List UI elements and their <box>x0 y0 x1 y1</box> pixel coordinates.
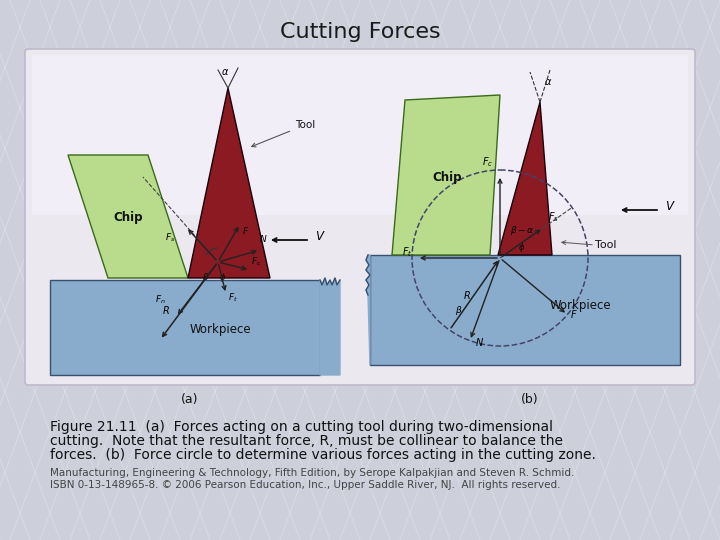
FancyBboxPatch shape <box>370 255 680 365</box>
Polygon shape <box>392 95 500 255</box>
Text: Figure 21.11  (a)  Forces acting on a cutting tool during two-dimensional: Figure 21.11 (a) Forces acting on a cutt… <box>50 420 553 434</box>
Text: $\beta$: $\beta$ <box>455 304 462 317</box>
Text: $F_t$: $F_t$ <box>228 291 238 303</box>
Text: $F_s$: $F_s$ <box>165 231 175 244</box>
Polygon shape <box>498 102 552 255</box>
Text: (a): (a) <box>181 394 199 407</box>
Text: $F_n$: $F_n$ <box>155 293 166 306</box>
Text: $F_c$: $F_c$ <box>482 155 493 169</box>
Text: Tool: Tool <box>252 120 315 147</box>
Text: forces.  (b)  Force circle to determine various forces acting in the cutting zon: forces. (b) Force circle to determine va… <box>50 448 596 462</box>
Text: Manufacturing, Engineering & Technology, Fifth Edition, by Serope Kalpakjian and: Manufacturing, Engineering & Technology,… <box>50 468 575 478</box>
Text: $N$: $N$ <box>258 233 267 244</box>
Text: $N$: $N$ <box>475 336 484 348</box>
Text: Workpiece: Workpiece <box>189 323 251 336</box>
Text: (b): (b) <box>521 394 539 407</box>
Text: Chip: Chip <box>113 212 143 225</box>
Text: $V$: $V$ <box>665 200 675 213</box>
Text: $\phi$: $\phi$ <box>518 241 526 254</box>
Text: Chip: Chip <box>432 172 462 185</box>
Text: $R$: $R$ <box>463 289 471 301</box>
FancyBboxPatch shape <box>32 55 688 215</box>
FancyBboxPatch shape <box>25 49 695 385</box>
Text: $F$: $F$ <box>570 308 578 320</box>
Polygon shape <box>320 278 340 375</box>
Text: $V$: $V$ <box>315 231 325 244</box>
Text: $\alpha$: $\alpha$ <box>221 67 229 77</box>
Text: $F_t$: $F_t$ <box>402 245 413 259</box>
Text: Workpiece: Workpiece <box>549 299 611 312</box>
Text: $\beta$: $\beta$ <box>202 271 210 284</box>
Text: Cutting Forces: Cutting Forces <box>279 22 441 42</box>
Polygon shape <box>68 155 188 278</box>
Text: $F_s$: $F_s$ <box>548 210 559 224</box>
FancyBboxPatch shape <box>50 280 320 375</box>
Text: $R$: $R$ <box>162 304 170 316</box>
Polygon shape <box>366 255 370 365</box>
Text: Tool: Tool <box>595 240 616 250</box>
Text: $\beta - \alpha$: $\beta - \alpha$ <box>510 224 535 237</box>
Text: $\alpha$: $\alpha$ <box>544 77 552 87</box>
Text: $F$: $F$ <box>243 225 250 236</box>
Text: ISBN 0-13-148965-8. © 2006 Pearson Education, Inc., Upper Saddle River, NJ.  All: ISBN 0-13-148965-8. © 2006 Pearson Educa… <box>50 480 560 490</box>
Polygon shape <box>188 88 270 278</box>
Text: $\phi$: $\phi$ <box>220 271 227 284</box>
Text: $F_c$: $F_c$ <box>251 255 261 267</box>
Text: cutting.  Note that the resultant force, ⁣R⁣, must be collinear to balance the: cutting. Note that the resultant force, … <box>50 434 563 448</box>
